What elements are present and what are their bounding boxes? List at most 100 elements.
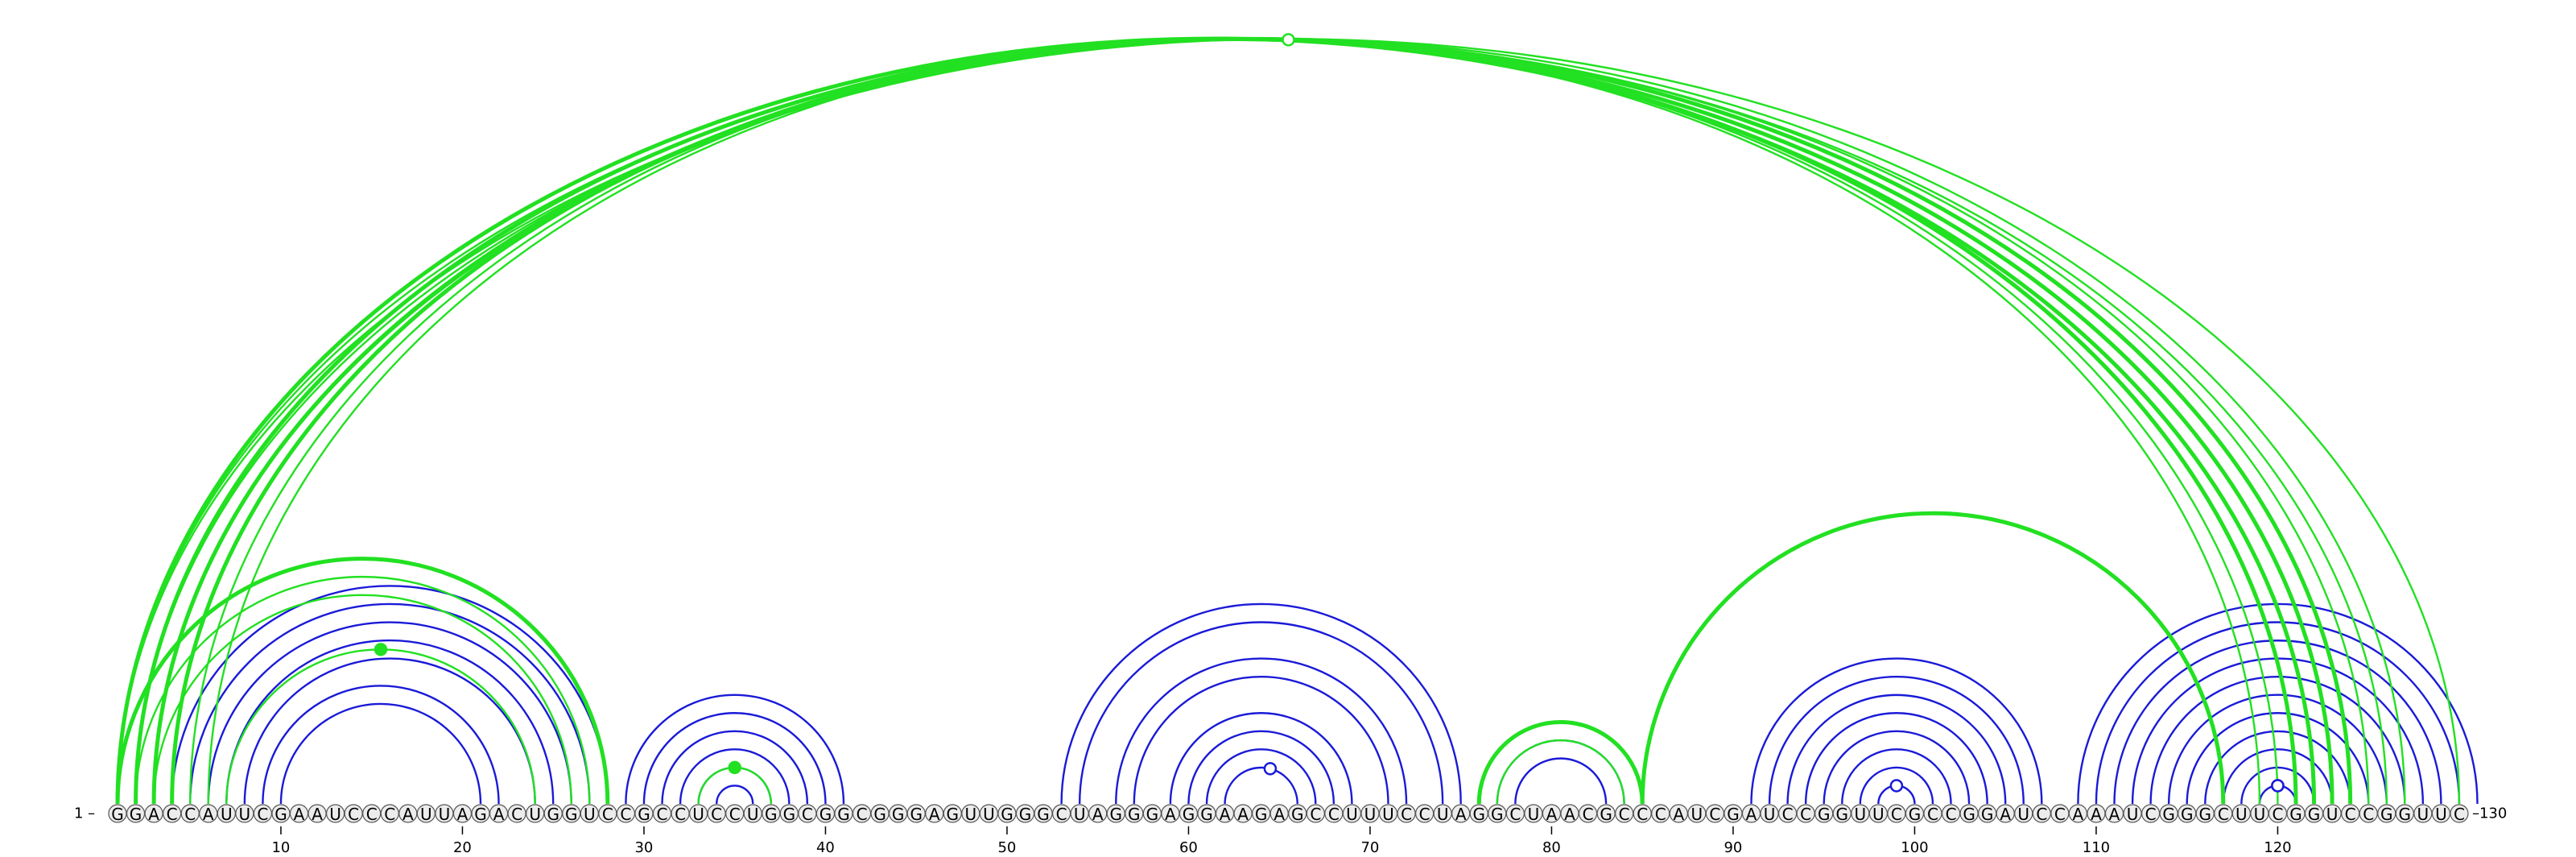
nucleotide: A [1215, 804, 1235, 824]
nucleotide-letter: C [729, 805, 741, 824]
nucleotide-letter: U [1074, 805, 1086, 824]
nucleotide-letter: C [257, 805, 268, 824]
blue-arc [1786, 693, 2007, 805]
nucleotide-letter: U [1691, 805, 1703, 824]
blue-arc [1804, 712, 1988, 805]
nucleotide-letter: A [2109, 805, 2120, 824]
nucleotide-letter: C [1946, 805, 1957, 824]
blue-arc [661, 730, 809, 805]
nucleotide: U [2014, 804, 2033, 824]
arcs-layer [115, 37, 2479, 805]
tick-label: 60 [1179, 839, 1198, 856]
nucleotide: G [2304, 804, 2324, 824]
nucleotide-letter: U [2254, 805, 2266, 824]
blue-arc [1224, 766, 1298, 805]
nucleotide-letter: G [638, 805, 650, 824]
tick-label: 30 [634, 839, 653, 856]
nucleotide: C [707, 804, 726, 824]
nucleotide-letter: U [1528, 805, 1540, 824]
pair-marker [1263, 762, 1278, 776]
nucleotide-letter: C [1709, 805, 1720, 824]
nucleotide: A [289, 804, 309, 824]
nucleotide-letter: C [2363, 805, 2374, 824]
nucleotide-letter: A [1546, 805, 1558, 824]
nucleotide: A [2068, 804, 2087, 824]
nucleotide: A [489, 804, 509, 824]
nucleotide: C [1796, 804, 1815, 824]
nucleotide: A [144, 804, 163, 824]
nucleotide: U [1524, 804, 1543, 824]
nucleotide: G [1978, 804, 1997, 824]
nucleotide-letter: G [2308, 805, 2321, 824]
nucleotide-letter: C [511, 805, 522, 824]
nucleotide: U [217, 804, 236, 824]
blue-arc [2222, 748, 2334, 805]
nucleotide: U [1070, 804, 1089, 824]
green-arc [172, 39, 2296, 804]
green-arc [115, 557, 610, 805]
nucleotide-letter: G [1963, 805, 1975, 824]
nucleotide-letter: A [929, 805, 940, 824]
blue-arc [1750, 657, 2043, 805]
nucleotide-letter: A [203, 805, 214, 824]
nucleotide-letter: G [1200, 805, 1213, 824]
markers-layer [374, 33, 2285, 793]
blue-arc [207, 621, 572, 805]
nucleotide-letter: G [1255, 805, 1268, 824]
nucleotide-letter: G [1291, 805, 1304, 824]
nucleotide-letter: U [1346, 805, 1358, 824]
nucleotide-letter: G [111, 805, 124, 824]
nucleotide: G [2195, 804, 2215, 824]
pair-marker [1889, 779, 1904, 793]
blue-arc [715, 785, 754, 805]
nucleotide: G [1252, 804, 1271, 824]
pair-marker [374, 643, 388, 656]
blue-arc [1133, 675, 1389, 805]
nucleotide-letter: C [1509, 805, 1521, 824]
blue-arc [2240, 766, 2315, 805]
green-arc [116, 37, 2461, 805]
nucleotide: A [2104, 804, 2124, 824]
nucleotide: G [1905, 804, 1925, 824]
nucleotide-letter: C [2454, 805, 2465, 824]
nucleotide: G [943, 804, 962, 824]
nucleotide-letter: C [2272, 805, 2283, 824]
blue-arc [2186, 712, 2370, 805]
blue-arc [2095, 621, 2461, 805]
tick-label: 70 [1360, 839, 1379, 856]
nucleotide-letter: G [547, 805, 559, 824]
tick-label: 40 [816, 839, 835, 856]
nucleotide: U [743, 804, 762, 824]
nucleotide-letter: G [1836, 805, 1849, 824]
nucleotide: C [1414, 804, 1435, 824]
nucleotide-letter: C [1310, 805, 1321, 824]
nucleotide: C [1505, 804, 1525, 824]
start-label: 1 – [74, 805, 95, 822]
nucleotide: C [253, 804, 272, 824]
green-arc [190, 39, 2277, 804]
nucleotide: A [2087, 804, 2106, 824]
blue-arc [1841, 748, 1952, 805]
nucleotide: G [1179, 804, 1199, 824]
nucleotide-letter: A [1673, 805, 1684, 824]
nucleotide: C [1705, 804, 1724, 824]
nucleotide-letter: G [275, 805, 287, 824]
blue-arc [2077, 602, 2479, 805]
nucleotide-letter: C [857, 805, 868, 824]
blue-arc [243, 657, 536, 805]
blue-arc [225, 639, 555, 805]
blue-arc [642, 712, 827, 805]
nucleotide-letter: U [439, 805, 451, 824]
nucleotide: A [1088, 804, 1108, 824]
nucleotide-letter: U [1382, 805, 1394, 824]
nucleotide-letter: C [1056, 805, 1067, 824]
nucleotide: U [1342, 804, 1362, 824]
nucleotide-letter: A [294, 805, 305, 824]
nucleotide-letter: C [1619, 805, 1630, 824]
nucleotide: G [1814, 804, 1834, 824]
nucleotide-letter: G [2380, 805, 2393, 824]
nucleotide: G [126, 804, 146, 824]
nucleotide-letter: G [783, 805, 796, 824]
nucleotide-letter: C [2054, 805, 2066, 824]
nucleotide-letter: C [1927, 805, 1938, 824]
